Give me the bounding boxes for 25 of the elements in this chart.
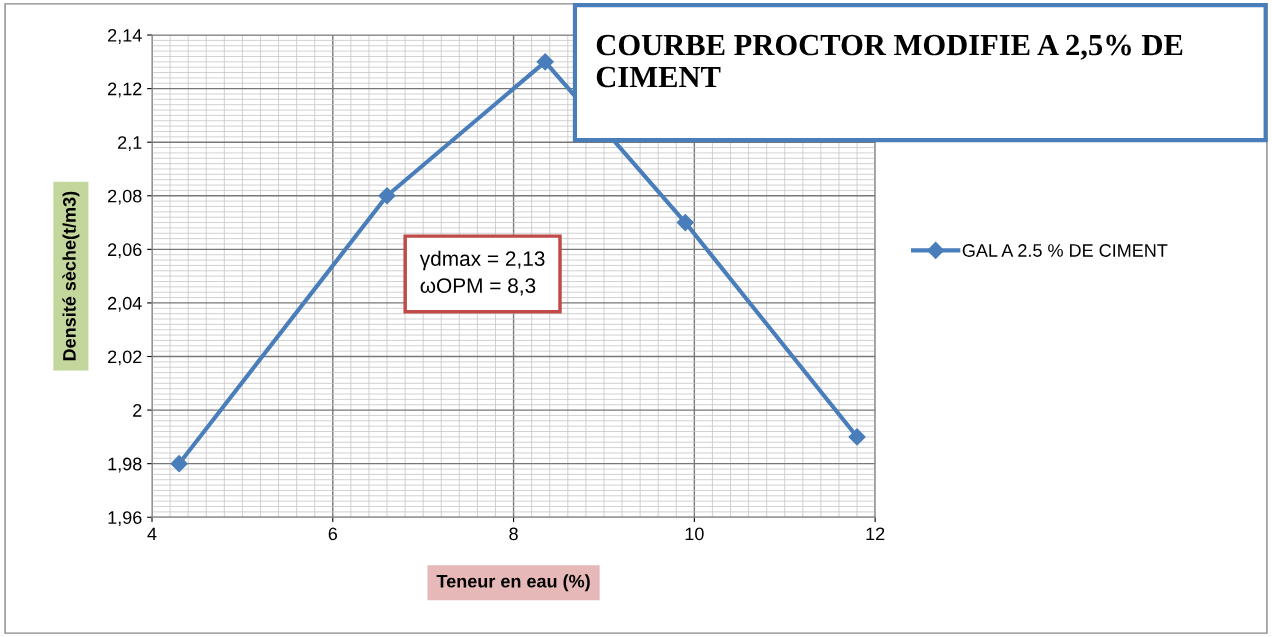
x-axis-title: Teneur en eau (%) xyxy=(436,574,590,592)
x-tick-label: 10 xyxy=(685,527,704,541)
x-tick-label: 12 xyxy=(866,527,885,541)
x-tick-label: 6 xyxy=(328,527,338,541)
y-axis-title: Densité sèche(t/m3) xyxy=(62,191,80,361)
x-tick-label: 4 xyxy=(147,527,157,541)
x-tick-label: 8 xyxy=(509,527,518,541)
y-tick-label: 2,1 xyxy=(118,136,142,152)
legend-label: GAL A 2.5 % DE CIMENT xyxy=(962,244,1168,257)
y-tick-label: 2,14 xyxy=(108,28,142,44)
y-tick-label: 2 xyxy=(133,404,142,417)
point xyxy=(536,53,554,71)
y-tick-label: 2,12 xyxy=(108,82,142,98)
point xyxy=(170,455,188,473)
y-tick-label: 2,04 xyxy=(108,296,142,312)
point xyxy=(848,428,866,446)
point xyxy=(676,214,694,232)
point xyxy=(378,187,396,205)
y-tick-label: 2,08 xyxy=(108,189,142,205)
y-tick-label: 2,06 xyxy=(108,243,142,259)
y-tick-label: 1,96 xyxy=(108,511,142,527)
chart-title: COURBE PROCTOR MODIFIE A 2,5% DE CIMENT xyxy=(596,34,1183,88)
y-tick-label: 2,02 xyxy=(108,350,142,366)
annotation: γdmax = 2,13 ωOPM = 8,3 xyxy=(419,250,545,296)
y-tick-label: 1,98 xyxy=(108,457,142,473)
